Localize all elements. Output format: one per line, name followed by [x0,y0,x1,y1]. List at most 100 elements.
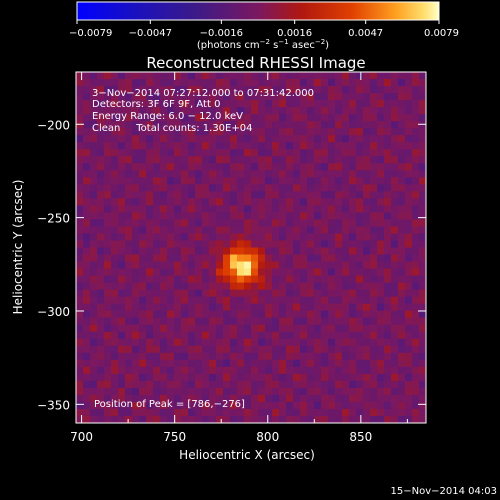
heatmap-cell [153,198,161,206]
heatmap-cell [153,366,161,375]
heatmap-cell [118,254,126,263]
heatmap-cell [398,317,406,326]
heatmap-cell [132,114,140,122]
heatmap-cell [251,212,259,221]
heatmap-cell [412,338,420,347]
heatmap-cell [237,394,245,403]
heatmap-cell [209,254,217,263]
heatmap-cell [279,366,287,375]
heatmap-cell [335,394,343,403]
heatmap-cell [412,394,420,403]
heatmap-cell [286,401,294,410]
heatmap-cell [370,93,378,101]
heatmap-cell [90,240,98,249]
heatmap-cell [209,352,217,361]
heatmap-cell [300,366,308,375]
heatmap-cell [83,121,91,129]
heatmap-cell [377,296,385,305]
heatmap-cell [244,247,252,256]
x-tick-label: 850 [349,430,372,444]
heatmap-cell [160,142,168,150]
heatmap-cell [314,338,322,347]
heatmap-cell [188,233,196,242]
heatmap-cell [335,212,343,221]
heatmap-cell [307,100,315,108]
heatmap-cell [356,408,364,417]
heatmap-cell [230,205,238,213]
heatmap-cell [391,142,399,150]
heatmap-cell [398,254,406,263]
heatmap-cell [202,366,210,375]
heatmap-cell [153,79,161,87]
heatmap-cell [167,128,175,136]
heatmap-cell [216,394,224,403]
heatmap-cell [97,289,105,298]
heatmap-cell [300,114,308,122]
heatmap-cell [398,107,406,115]
heatmap-cell [398,324,406,333]
heatmap-cell [398,415,406,423]
heatmap-cell [104,387,112,396]
heatmap-cell [405,338,413,347]
heatmap-cell [195,380,203,389]
heatmap-cell [384,205,392,213]
heatmap-cell [237,408,245,417]
heatmap-cell [76,366,84,375]
heatmap-cell [412,240,420,249]
heatmap-cell [237,240,245,249]
heatmap-cell [279,184,287,192]
heatmap-cell [146,149,154,157]
heatmap-cell [202,156,210,164]
heatmap-cell [195,79,203,87]
heatmap-cell [223,135,231,143]
heatmap-cell [139,177,147,185]
heatmap-cell [111,415,119,423]
heatmap-cell [258,72,266,80]
heatmap-cell [391,338,399,347]
heatmap-cell [363,282,371,291]
heatmap-cell [384,177,392,185]
heatmap-cell [125,345,133,354]
heatmap-cell [104,366,112,375]
heatmap-cell [363,79,371,87]
heatmap-cell [342,359,350,368]
heatmap-cell [412,233,420,242]
heatmap-cell [307,338,315,347]
heatmap-cell [314,373,322,382]
heatmap-cell [384,212,392,221]
heatmap-cell [237,170,245,178]
heatmap-cell [405,359,413,368]
heatmap-cell [391,205,399,213]
heatmap-cell [104,163,112,171]
heatmap-cell [139,331,147,340]
heatmap-cell [132,380,140,389]
heatmap-cell [251,394,259,403]
heatmap-cell [363,240,371,249]
heatmap-cell [356,79,364,87]
heatmap-cell [286,170,294,178]
heatmap-cell [244,317,252,326]
heatmap-cell [314,415,322,423]
heatmap-cell [216,135,224,143]
heatmap-cell [412,401,420,410]
heatmap-cell [174,107,182,115]
heatmap-cell [279,86,287,94]
heatmap-cell [160,289,168,298]
heatmap-cell [272,338,280,347]
heatmap-cell [265,100,273,108]
heatmap-cell [174,226,182,235]
heatmap-cell [146,394,154,403]
heatmap-cell [132,212,140,221]
heatmap-cell [97,331,105,340]
heatmap-cell [146,93,154,101]
heatmap-cell [342,184,350,192]
heatmap-cell [412,324,420,333]
heatmap-cell [279,240,287,249]
heatmap-cell [328,380,336,389]
heatmap-cell [153,100,161,108]
heatmap-cell [244,191,252,199]
heatmap-cell [111,233,119,242]
heatmap-cell [174,317,182,326]
heatmap-cell [279,205,287,213]
heatmap-cell [307,93,315,101]
